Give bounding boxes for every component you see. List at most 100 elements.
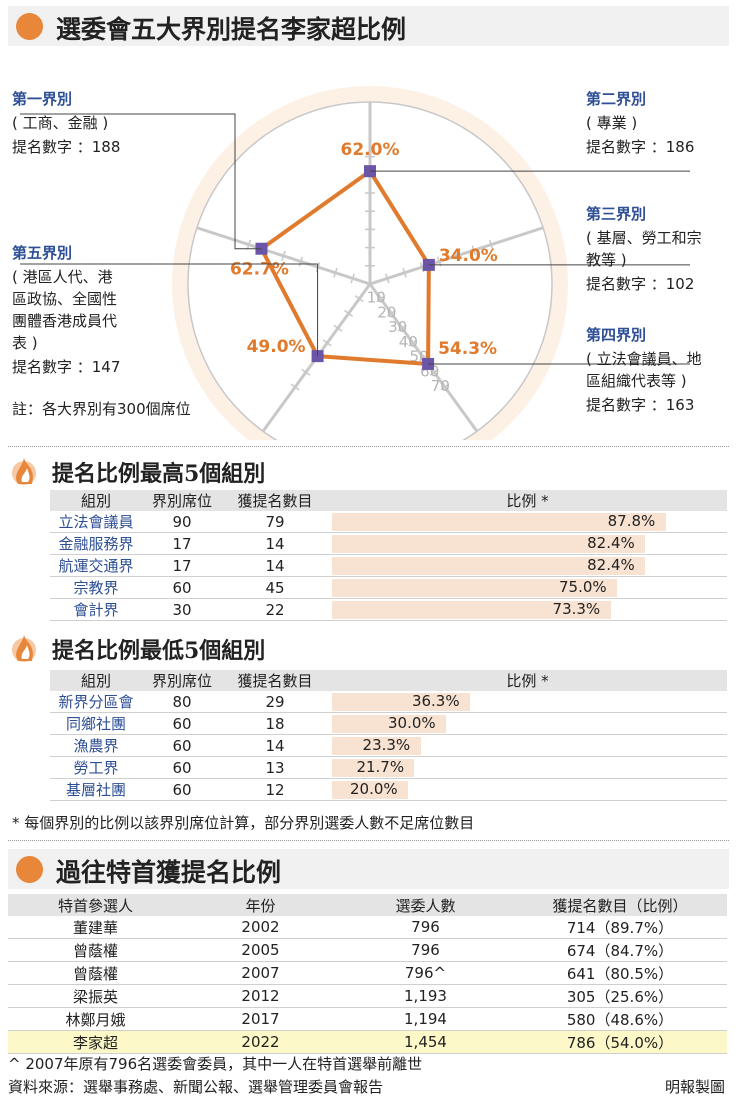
- ratio-cell: 20.0%: [328, 779, 727, 801]
- sector-count: 提名數字 ：163: [586, 396, 695, 414]
- radar-tick-mark: [402, 267, 407, 278]
- section-header-history: 過往特首獲提名比例: [8, 849, 729, 889]
- table-row: 董建華 2002 796 714（89.7%）: [8, 916, 727, 939]
- col-header: 獲提名數目: [222, 490, 328, 511]
- table-row: 梁振英 2012 1,193 305（25.6%）: [8, 985, 727, 1008]
- seats: 60: [172, 578, 192, 597]
- table-row: 同鄉社團 60 18 30.0%: [50, 713, 727, 735]
- radar-value-label: 62.0%: [341, 140, 400, 160]
- sector-label-5: 第五界別 ( 港區人代、港 區政協、全國性 團體香港成員代 表 ) 提名數字 ：…: [12, 242, 120, 378]
- ratio-cell: 30.0%: [328, 713, 727, 735]
- ratio-label: 75.0%: [559, 578, 607, 596]
- radar-value-label: 49.0%: [247, 337, 306, 357]
- radar-tick-mark: [429, 368, 439, 376]
- seats: 60: [172, 758, 192, 777]
- radar-tick-label: 70: [431, 377, 450, 395]
- radar-tick-mark: [488, 239, 494, 250]
- ratio-bar: [332, 693, 470, 711]
- radar-tick-label: 40: [399, 333, 418, 351]
- radar-tick-mark: [354, 295, 364, 303]
- ratio-cell: 82.4%: [328, 555, 727, 577]
- nominated: 14: [265, 556, 285, 575]
- ratio-label: 23.3%: [362, 736, 411, 754]
- radar-value-label: 54.3%: [438, 339, 497, 359]
- group-name: 勞工界: [73, 759, 119, 777]
- radar-series-line: [259, 169, 431, 366]
- table-row: 立法會議員 90 79 87.8%: [50, 511, 727, 533]
- col-header: 組別: [50, 670, 142, 691]
- nominated: 14: [265, 736, 285, 755]
- table-row: 金融服務界 17 14 82.4%: [50, 533, 727, 555]
- nominated: 714（89.7%）: [566, 918, 674, 937]
- seats: 80: [172, 692, 192, 711]
- radar-tick-mark: [350, 273, 355, 284]
- col-header: 特首參選人: [8, 894, 183, 916]
- orange-dot-icon: [16, 13, 43, 40]
- sector-desc: 區組織代表等 ): [586, 372, 687, 390]
- radar-tick-mark: [408, 339, 418, 347]
- radar-tick-mark: [322, 339, 332, 347]
- candidate: 董建華: [72, 918, 118, 937]
- voters: 1,454: [404, 1033, 447, 1051]
- sector-desc: 團體香港成員代: [12, 312, 118, 330]
- col-header: 比例 *: [328, 670, 727, 691]
- radar-tick-mark: [385, 273, 390, 284]
- ratio-bar: [332, 781, 408, 799]
- sector-title: 第四界別: [586, 326, 647, 344]
- footnote-caret: ^ 2007年原有796名選委會委員，其中一人在特首選舉前離世: [8, 1055, 423, 1073]
- table-row: 林鄭月娥 2017 1,194 580（48.6%）: [8, 1008, 727, 1031]
- ratio-label: 30.0%: [388, 714, 436, 732]
- ratio-bar: [332, 535, 646, 553]
- sector-label-4: 第四界別 ( 立法會議員、地 區組織代表等 ) 提名數字 ：163: [586, 324, 702, 416]
- col-header: 組別: [50, 490, 142, 511]
- radar-tick-mark: [298, 256, 304, 267]
- sector-desc: 表 ): [12, 334, 38, 352]
- group-name: 立法會議員: [58, 513, 134, 531]
- radar-tick-mark: [290, 383, 300, 391]
- group-name: 會計界: [73, 601, 119, 619]
- sector-title: 第一界別: [12, 90, 73, 108]
- group-name: 漁農界: [73, 737, 119, 755]
- sector-label-3: 第三界別 ( 基層、勞工和宗 教等 ) 提名數字 ：102: [586, 203, 702, 295]
- sector-count: 提名數字 ：102: [586, 275, 695, 293]
- sector-desc: 區政協、全國性: [12, 290, 118, 308]
- sector-label-2: 第二界別 ( 專業 ) 提名數字 ：186: [586, 88, 694, 158]
- nominated: 641（80.5%）: [566, 964, 674, 983]
- ratio-bar: [332, 557, 646, 575]
- sector-desc: ( 港區人代、港: [12, 268, 113, 286]
- nominated: 22: [265, 600, 285, 619]
- sector-desc: ( 工商、金融 ): [12, 114, 109, 132]
- voters: 1,194: [404, 1010, 447, 1028]
- radar-tick-mark: [386, 309, 396, 317]
- bottom5-title: 提名比例最低5個組別: [52, 638, 266, 664]
- ratio-bar: [332, 513, 666, 531]
- leader-line: [20, 263, 319, 357]
- sector-desc: ( 基層、勞工和宗: [586, 229, 702, 247]
- nominated: 13: [265, 758, 285, 777]
- top5-title: 提名比例最高5個組別: [52, 461, 266, 487]
- footnote-star: * 每個界別的比例以該界別席位計算，部分界別選委人數不足席位數目: [12, 814, 475, 832]
- radar-tick-mark: [333, 267, 338, 278]
- group-name: 金融服務界: [58, 535, 134, 553]
- sector-title: 第二界別: [586, 90, 647, 108]
- table-row: 曾蔭權 2007 796^ 641（80.5%）: [8, 962, 727, 985]
- radar-tick-mark: [440, 383, 450, 391]
- ratio-cell: 82.4%: [328, 533, 727, 555]
- sector-title: 第五界別: [12, 244, 73, 262]
- col-header: 選委人數: [338, 894, 513, 916]
- divider: [8, 446, 729, 447]
- source: 資料來源：選舉事務處、新聞公報、選舉管理委員會報告: [8, 1078, 384, 1096]
- nominated: 305（25.6%）: [566, 987, 674, 1006]
- table-row: 漁農界 60 14 23.3%: [50, 735, 727, 757]
- year: 2017: [241, 1010, 280, 1028]
- radar-tick-mark: [301, 368, 311, 376]
- year: 2012: [241, 987, 280, 1005]
- divider: [8, 840, 729, 841]
- seats: 60: [172, 736, 192, 755]
- ratio-cell: 87.8%: [328, 511, 727, 533]
- col-header: 界別席位: [142, 670, 222, 691]
- group-name: 新界分區會: [58, 693, 134, 711]
- table-row: 會計界 30 22 73.3%: [50, 599, 727, 621]
- radar-tick-mark: [344, 309, 354, 317]
- sector-count: 提名數字 ：186: [586, 138, 695, 156]
